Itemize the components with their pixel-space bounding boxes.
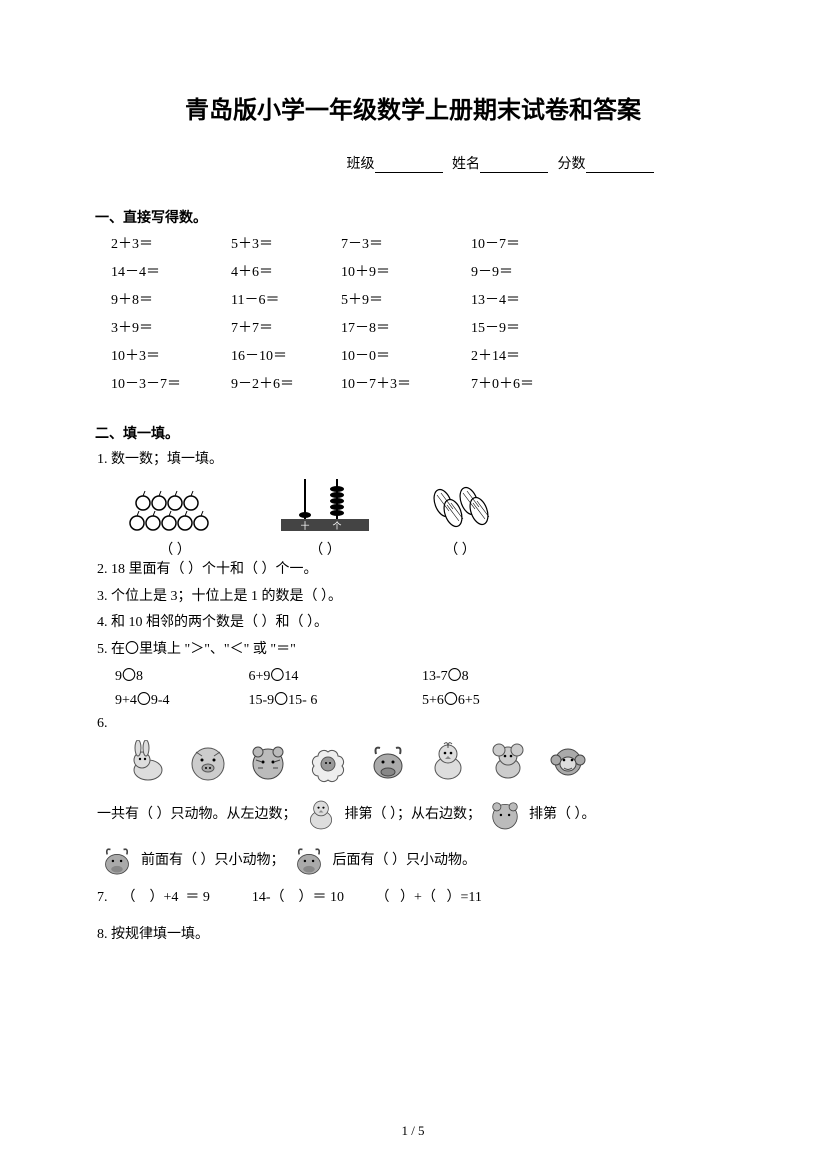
q1: 1. 数一数；填一填。 <box>97 449 731 471</box>
q6-line1: 一共有（ ）只动物。从左边数； 排第（ ）；从右边数； 排第（ ）。 <box>97 795 731 835</box>
calc-cell: 7＋7＝ <box>231 317 341 337</box>
calc-cell: 2＋3＝ <box>111 233 231 253</box>
cow-icon <box>289 841 329 881</box>
svg-text:十: 十 <box>300 520 309 531</box>
calc-cell: 9－2＋6＝ <box>231 373 341 393</box>
pig-icon <box>185 739 231 785</box>
chick-icon <box>425 739 471 785</box>
calc-cell: 16－10＝ <box>231 345 341 365</box>
text: 排第（ ）；从右边数； <box>345 801 482 829</box>
calc-cell: 10－0＝ <box>341 345 471 365</box>
q6-line2: 前面有（ ）只小动物； 后面有（ ）只小动物。 <box>97 841 731 881</box>
score-label: 分数 <box>558 157 586 172</box>
q5-row1: 9〇8 6+9〇14 13-7〇8 <box>115 665 731 685</box>
apples-figure <box>125 479 225 535</box>
q2: 2. 18 里面有（ ）个十和（ ）个一。 <box>97 559 731 581</box>
sheep-icon <box>305 739 351 785</box>
section1-head: 一、直接写得数。 <box>95 207 731 227</box>
cow-icon <box>97 841 137 881</box>
cmp: 6+9〇14 <box>249 665 419 685</box>
tiger-icon <box>485 795 525 835</box>
q8: 8. 按规律填一填。 <box>97 924 731 946</box>
calc-cell: 7－3＝ <box>341 233 471 253</box>
text: 前面有（ ）只小动物； <box>141 847 285 875</box>
paren: （ ） <box>125 539 225 559</box>
q7: 7. （ ）+4 ＝ 9 14-（ ）＝ 10 （ ）+（ ）=11 <box>97 887 731 909</box>
calc-cell: 14－4＝ <box>111 261 231 281</box>
text: 一共有（ ）只动物。从左边数； <box>97 801 297 829</box>
calc-cell: 10－3－7＝ <box>111 373 231 393</box>
calc-cell: 10＋9＝ <box>341 261 471 281</box>
calc-cell: 17－8＝ <box>341 317 471 337</box>
calc-cell: 5＋9＝ <box>341 289 471 309</box>
paren: （ ） <box>425 539 495 559</box>
svg-text:个: 个 <box>332 521 341 531</box>
name-label: 姓名 <box>452 157 480 172</box>
count-figures: 十 个 <box>125 479 731 535</box>
page-footer: 1 / 5 <box>0 1123 826 1139</box>
calc-cell: 4＋6＝ <box>231 261 341 281</box>
cmp: 9+4〇9-4 <box>115 689 245 709</box>
section2-head: 二、填一填。 <box>95 423 731 443</box>
calc-cell: 9－9＝ <box>471 261 591 281</box>
paren: （ ） <box>275 539 375 559</box>
tiger-icon <box>245 739 291 785</box>
q5-row2: 9+4〇9-4 15-9〇15- 6 5+6〇6+5 <box>115 689 731 709</box>
q5: 5. 在〇里填上 "＞"、"＜" 或 "＝" <box>97 639 731 661</box>
page-title: 青岛版小学一年级数学上册期末试卷和答案 <box>95 90 731 125</box>
q1-parens: （ ） （ ） （ ） <box>125 539 731 559</box>
class-label: 班级 <box>347 157 375 172</box>
calc-cell: 10－7＝ <box>471 233 591 253</box>
calc-cell: 13－4＝ <box>471 289 591 309</box>
calc-grid: 2＋3＝5＋3＝7－3＝10－7＝ 14－4＝4＋6＝10＋9＝9－9＝ 9＋8… <box>111 233 731 393</box>
mouse-icon <box>485 739 531 785</box>
cow-icon <box>365 739 411 785</box>
cmp: 13-7〇8 <box>422 665 572 685</box>
peanuts-figure <box>425 479 495 535</box>
cmp: 15-9〇15- 6 <box>249 689 419 709</box>
abacus-figure: 十 个 <box>275 479 375 535</box>
calc-cell: 15－9＝ <box>471 317 591 337</box>
q6: 6. <box>97 713 731 735</box>
q3: 3. 个位上是 3；十位上是 1 的数是（ ）。 <box>97 586 731 608</box>
text: 排第（ ）。 <box>529 801 596 829</box>
text: 后面有（ ）只小动物。 <box>333 847 477 875</box>
calc-cell: 3＋9＝ <box>111 317 231 337</box>
animals-row <box>125 739 731 785</box>
calc-cell: 2＋14＝ <box>471 345 591 365</box>
calc-cell: 10＋3＝ <box>111 345 231 365</box>
page: 青岛版小学一年级数学上册期末试卷和答案 班级 姓名 分数 一、直接写得数。 2＋… <box>0 0 826 1169</box>
calc-cell: 5＋3＝ <box>231 233 341 253</box>
calc-cell: 10－7＋3＝ <box>341 373 471 393</box>
calc-cell: 9＋8＝ <box>111 289 231 309</box>
score-blank <box>586 158 654 173</box>
q4: 4. 和 10 相邻的两个数是（ ）和（ ）。 <box>97 612 731 634</box>
calc-cell: 11－6＝ <box>231 289 341 309</box>
cmp: 5+6〇6+5 <box>422 689 572 709</box>
name-blank <box>480 158 548 173</box>
chick-icon <box>301 795 341 835</box>
calc-cell: 7＋0＋6＝ <box>471 373 591 393</box>
class-blank <box>375 158 443 173</box>
rabbit-icon <box>125 739 171 785</box>
info-line: 班级 姓名 分数 <box>275 153 731 173</box>
monkey-icon <box>545 739 591 785</box>
cmp: 9〇8 <box>115 665 245 685</box>
